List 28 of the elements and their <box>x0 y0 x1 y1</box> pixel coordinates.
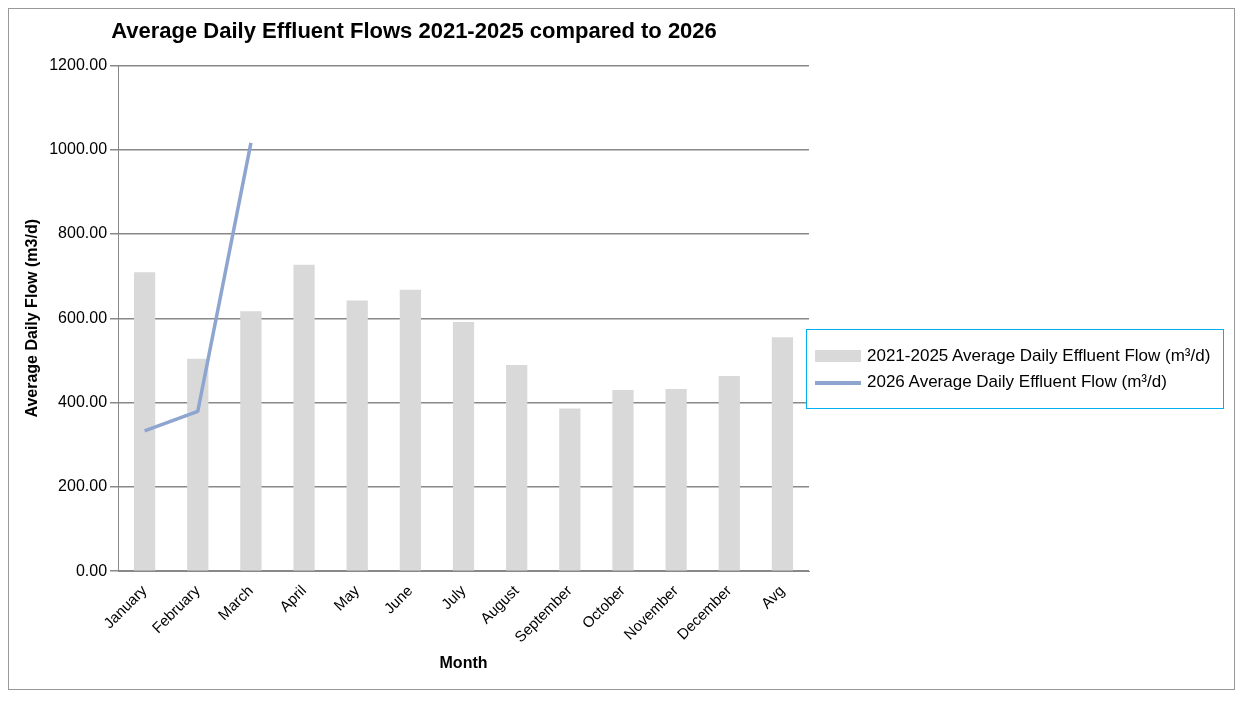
bar <box>293 264 315 571</box>
y-tick-label: 1000.00 <box>49 140 108 158</box>
x-tick-label: May <box>330 581 363 614</box>
x-tick-label: July <box>437 581 469 613</box>
bar <box>559 408 581 571</box>
bar <box>506 365 528 571</box>
y-axis-title: Average Daily Flow (m3/d) <box>23 219 41 418</box>
bar <box>399 289 421 571</box>
bar <box>133 272 156 571</box>
y-tick-label: 600.00 <box>58 308 108 326</box>
x-tick-label: Avg <box>757 581 788 612</box>
chart-title: Average Daily Effluent Flows 2021-2025 compared to 2026 <box>111 18 717 44</box>
legend-label: 2026 Average Daily Effluent Flow (m³/d) <box>867 372 1167 392</box>
legend-label: 2021-2025 Average Daily Effluent Flow (m³/d) <box>867 346 1211 366</box>
bar <box>187 358 209 571</box>
y-tick-label: 1200.00 <box>49 55 108 73</box>
y-tick-label: 400.00 <box>58 393 108 410</box>
y-tick-label: 0.00 <box>75 561 108 579</box>
bar <box>718 376 740 571</box>
bar <box>771 337 794 571</box>
bar <box>612 389 634 571</box>
bar <box>240 311 262 571</box>
y-tick-label: 800.00 <box>58 224 108 242</box>
x-axis-title: Month <box>439 653 488 671</box>
y-tick-label: 200.00 <box>58 477 108 495</box>
bar <box>665 389 687 571</box>
bar <box>452 322 475 571</box>
bar <box>346 300 368 571</box>
